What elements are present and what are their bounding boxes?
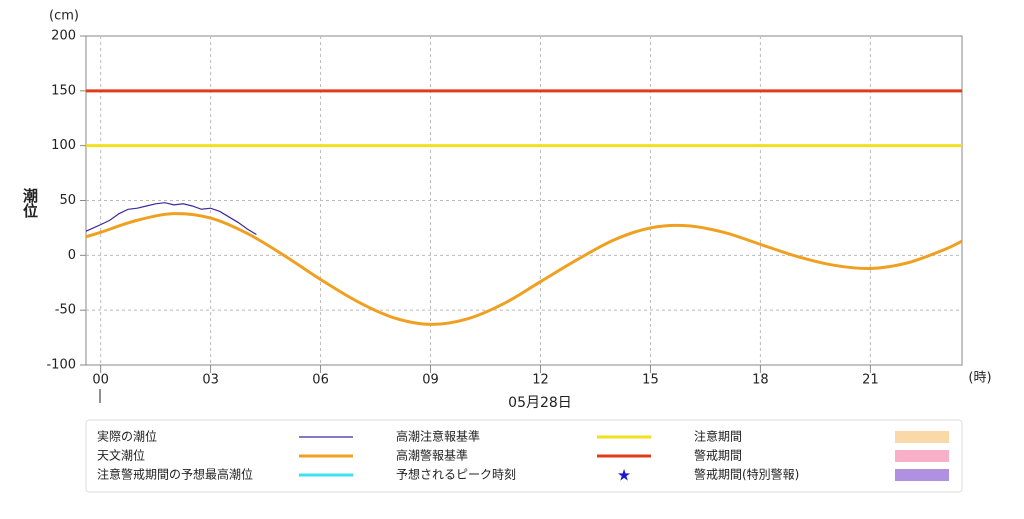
y-tick-label: -50 <box>55 303 76 318</box>
y-tick-label: -100 <box>46 358 76 373</box>
x-tick-label: 03 <box>202 373 219 388</box>
legend-swatch: ★ <box>617 466 631 485</box>
legend-label: 高潮警報基準 <box>396 448 468 463</box>
legend-label: 警戒期間 <box>694 448 742 463</box>
legend-label: 注意警戒期間の予想最高潮位 <box>97 467 253 482</box>
y-tick-label: 0 <box>68 248 76 263</box>
x-tick-label: 06 <box>312 373 329 388</box>
date-label: 05月28日 <box>508 395 572 411</box>
series-line <box>85 212 963 326</box>
x-tick-label: 18 <box>752 373 769 388</box>
x-tick-label: 09 <box>422 373 439 388</box>
y-tick-label: 150 <box>51 83 76 98</box>
x-tick-label: 21 <box>862 373 879 388</box>
legend-label: 天文潮位 <box>97 448 145 463</box>
x-tick-label: 00 <box>92 373 109 388</box>
legend-label: 警戒期間(特別警報) <box>694 467 799 482</box>
legend-swatch <box>895 469 949 481</box>
legend-label: 実際の潮位 <box>97 429 157 444</box>
series-line <box>85 202 257 236</box>
y-unit: (cm) <box>49 9 79 24</box>
legend-swatch <box>895 431 949 443</box>
x-unit: (時) <box>968 371 991 386</box>
y-tick-label: 100 <box>51 138 76 153</box>
legend-label: 予想されるピーク時刻 <box>396 467 516 482</box>
y-tick-label: 50 <box>59 193 76 208</box>
y-axis-label: 潮位 <box>21 187 39 218</box>
y-tick-label: 200 <box>51 29 76 44</box>
legend-swatch <box>895 450 949 462</box>
x-tick-label: 12 <box>532 373 549 388</box>
x-tick-label: 15 <box>642 373 659 388</box>
legend-label: 高潮注意報基準 <box>396 429 480 444</box>
legend-label: 注意期間 <box>694 429 742 444</box>
